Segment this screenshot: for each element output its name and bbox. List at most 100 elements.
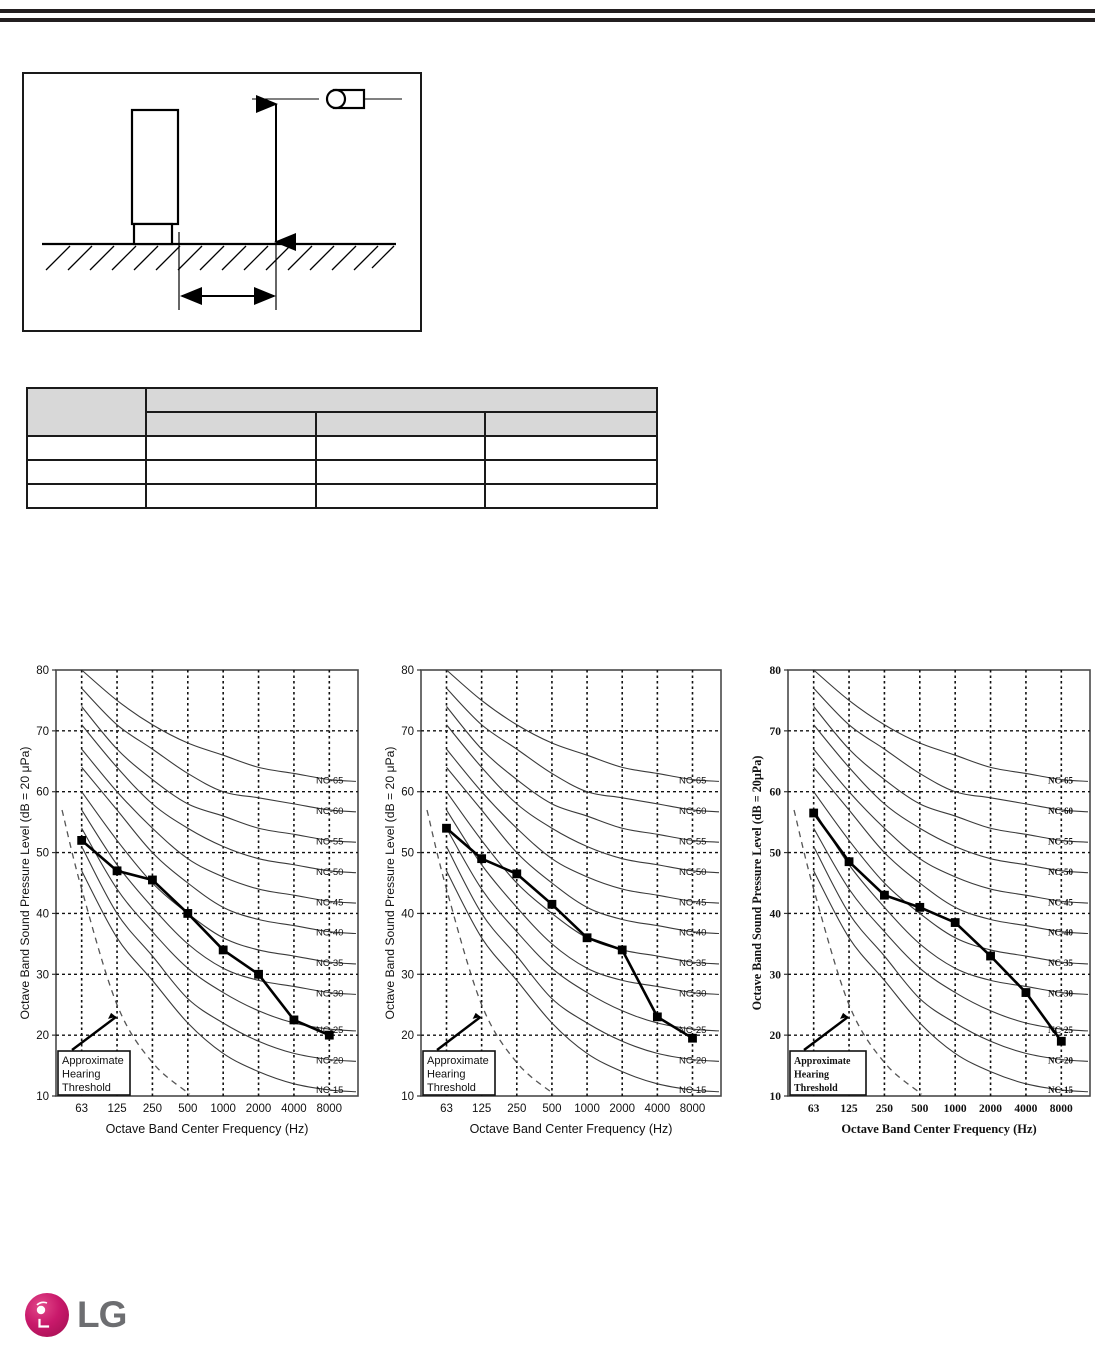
legend-label: Threshold (62, 1082, 111, 1094)
data-point-marker (1021, 988, 1031, 997)
nc-curve-label: NC-20 (679, 1055, 706, 1066)
data-point-marker (582, 933, 592, 943)
nc-curve (813, 791, 1089, 965)
nc-curve-label: NC-60 (1048, 806, 1073, 816)
data-point-marker (512, 869, 522, 879)
nc-curve (446, 669, 720, 782)
nc-curve (446, 706, 720, 843)
data-point-marker (77, 836, 87, 845)
nc-curve (813, 767, 1089, 935)
nc-chart-svg: NC-65 NC-60 NC-55 NC-50 NC-45 NC-40 NC-35 NC-30… (750, 665, 1091, 1136)
x-axis-tick-label: 8000 (1050, 1103, 1073, 1115)
y-axis-tick-label: 40 (36, 908, 49, 920)
data-point-marker (183, 909, 193, 918)
nc-chart-svg: NC-65 NC-60 NC-55 NC-50 NC-45 NC-40 NC-35 NC-30… (383, 665, 722, 1136)
nc-curve (81, 846, 357, 1062)
table-header-cell (483, 411, 659, 437)
x-axis-tick-label: 63 (75, 1103, 88, 1115)
nc-curve (81, 870, 357, 1093)
y-axis-tick-label: 70 (770, 726, 782, 738)
nc-curve-label: NC-45 (679, 897, 706, 908)
data-point-marker (950, 918, 960, 927)
legend-label: Approximate (427, 1055, 489, 1067)
nc-charts-row: NC-65 NC-60 NC-55 NC-50 NC-45 NC-40 NC-35 NC-30… (0, 655, 1095, 1155)
nc-curve-label: NC-40 (1048, 928, 1073, 938)
table-row (26, 435, 659, 461)
nc-chart-1: NC-65 NC-60 NC-55 NC-50 NC-45 NC-40 NC-35 NC-30… (8, 655, 373, 1150)
lg-logo: LG (25, 1293, 195, 1341)
y-axis-tick-label: 10 (770, 1091, 782, 1103)
nc-curve-label: NC-65 (679, 776, 706, 787)
data-point-marker (1056, 1036, 1066, 1046)
y-axis-tick-label: 70 (401, 726, 414, 738)
distance-dimension-icon (178, 232, 277, 310)
nc-curve (81, 791, 357, 965)
hearing-threshold-curve (426, 809, 555, 1095)
y-axis-tick-label: 20 (36, 1030, 49, 1042)
nc-curve (813, 748, 1089, 904)
y-axis-tick-label: 30 (401, 969, 414, 981)
nc-curve (446, 724, 720, 874)
nc-curve-label: NC-60 (679, 806, 706, 817)
legend-leader-arrow (840, 1012, 849, 1019)
y-axis-tick-label: 60 (36, 787, 49, 799)
nc-curve-label: NC-60 (316, 806, 343, 817)
ground-line-icon (42, 242, 396, 271)
table-cell (483, 459, 659, 485)
x-axis-tick-label: 4000 (645, 1103, 671, 1115)
x-axis-tick-label: 8000 (680, 1103, 706, 1115)
nc-chart-3: NC-65 NC-60 NC-55 NC-50 NC-45 NC-40 NC-35 NC-30… (740, 655, 1095, 1150)
top-rule-2 (0, 18, 1095, 22)
x-axis-tick-label: 250 (507, 1103, 526, 1115)
table-header-cell (315, 411, 486, 437)
y-axis-tick-label: 40 (401, 908, 414, 920)
nc-curve (813, 870, 1089, 1093)
x-axis-tick-label: 125 (840, 1103, 858, 1115)
nc-curve-label: NC-65 (316, 776, 343, 787)
nc-curve-label: NC-15 (1048, 1085, 1073, 1095)
data-point-marker (809, 808, 819, 818)
table-cell (483, 435, 659, 461)
data-point-marker (880, 890, 889, 900)
data-point-marker (986, 951, 995, 961)
y-axis-tick-label: 30 (36, 969, 49, 981)
x-axis-tick-label: 2000 (979, 1103, 1002, 1115)
nc-curve-label: NC-35 (1048, 958, 1073, 968)
nc-chart-svg: NC-65 NC-60 NC-55 NC-50 NC-45 NC-40 NC-35 NC-30… (18, 665, 359, 1136)
data-point-marker (844, 857, 854, 867)
data-point-marker (915, 902, 925, 912)
nc-curve (81, 706, 357, 843)
data-point-marker (254, 969, 263, 979)
x-axis-tick-label: 250 (876, 1103, 894, 1115)
nc-curve (81, 687, 357, 813)
table-header-row-2 (27, 411, 659, 437)
nc-curve-label: NC-45 (1048, 897, 1073, 907)
legend-leader-line (71, 1015, 117, 1051)
table-cell (315, 459, 486, 485)
table-header-cell (144, 387, 659, 413)
legend-label: Threshold (794, 1083, 838, 1094)
y-axis-tick-label: 50 (401, 848, 414, 860)
table-cell (315, 483, 486, 509)
top-rule-1 (0, 9, 1095, 13)
x-axis-tick-label: 1000 (944, 1103, 967, 1115)
table-cell (315, 435, 486, 461)
table-cell (26, 483, 147, 509)
y-axis-tick-label: 50 (36, 848, 49, 860)
plot-frame (420, 669, 722, 1097)
nc-curve (813, 669, 1089, 782)
x-axis-tick-label: 500 (542, 1103, 561, 1115)
nc-curve-label: NC-45 (316, 897, 343, 908)
data-point-marker (218, 945, 228, 955)
nc-curve-label: NC-35 (316, 958, 343, 969)
nc-curve (81, 724, 357, 874)
nc-curve-label: NC-25 (679, 1025, 706, 1036)
legend-label: Approximate (794, 1056, 851, 1067)
table-row (26, 459, 659, 485)
x-axis-tick-label: 4000 (281, 1103, 307, 1115)
nc-curve-label: NC-65 (1048, 776, 1073, 786)
lg-circle-icon (25, 1293, 69, 1337)
legend-label: Approximate (62, 1055, 124, 1067)
nc-curve (813, 846, 1089, 1062)
data-point-marker (148, 875, 157, 885)
